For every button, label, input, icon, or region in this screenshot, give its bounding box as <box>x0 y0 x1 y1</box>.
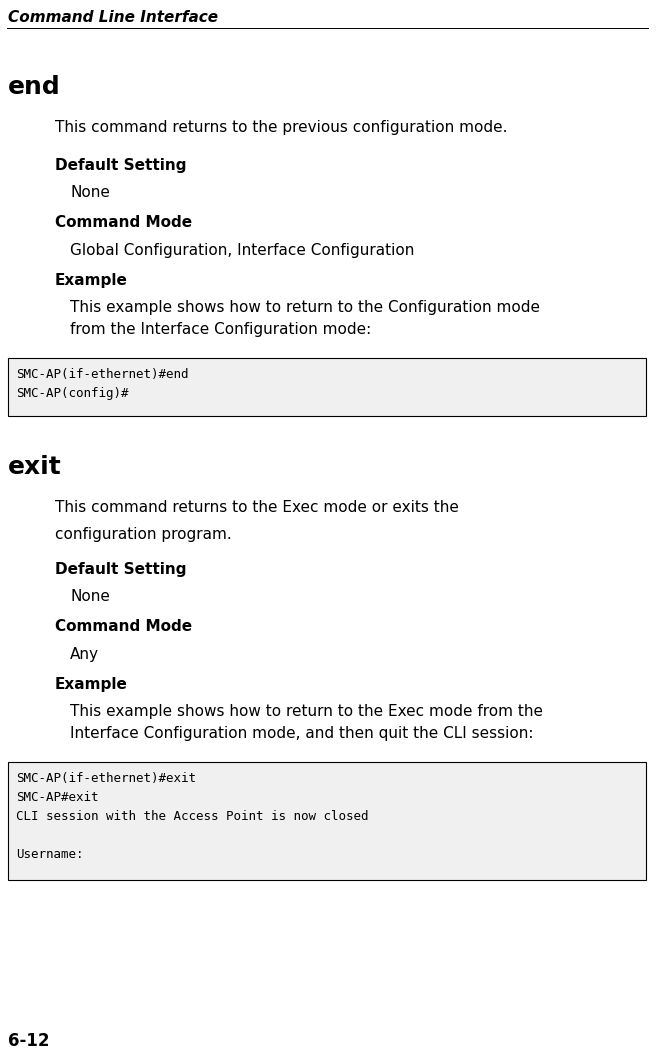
Text: SMC-AP#exit: SMC-AP#exit <box>16 791 99 804</box>
Bar <box>8 762 646 881</box>
Text: SMC-AP(config)#: SMC-AP(config)# <box>16 387 128 400</box>
Text: SMC-AP(if-ethernet)#exit: SMC-AP(if-ethernet)#exit <box>16 772 196 785</box>
Text: configuration program.: configuration program. <box>55 527 232 542</box>
Text: Username:: Username: <box>16 848 84 861</box>
Text: Interface Configuration mode, and then quit the CLI session:: Interface Configuration mode, and then q… <box>70 726 534 741</box>
Text: Command Line Interface: Command Line Interface <box>8 11 218 25</box>
Text: Command Mode: Command Mode <box>55 619 192 634</box>
Text: Default Setting: Default Setting <box>55 562 186 576</box>
Text: Example: Example <box>55 677 128 692</box>
Text: Command Mode: Command Mode <box>55 215 192 230</box>
Text: from the Interface Configuration mode:: from the Interface Configuration mode: <box>70 322 371 337</box>
Text: This example shows how to return to the Configuration mode: This example shows how to return to the … <box>70 300 540 315</box>
Text: This command returns to the Exec mode or exits the: This command returns to the Exec mode or… <box>55 500 459 515</box>
Text: None: None <box>70 185 110 200</box>
Bar <box>8 358 646 416</box>
Text: This command returns to the previous configuration mode.: This command returns to the previous con… <box>55 120 507 135</box>
Text: CLI session with the Access Point is now closed: CLI session with the Access Point is now… <box>16 810 368 823</box>
Text: exit: exit <box>8 456 62 479</box>
Text: end: end <box>8 75 61 99</box>
Text: Example: Example <box>55 274 128 288</box>
Text: Any: Any <box>70 647 99 662</box>
Text: None: None <box>70 589 110 604</box>
Text: Default Setting: Default Setting <box>55 158 186 173</box>
Text: Global Configuration, Interface Configuration: Global Configuration, Interface Configur… <box>70 243 415 258</box>
Text: This example shows how to return to the Exec mode from the: This example shows how to return to the … <box>70 704 543 719</box>
Text: 6-12: 6-12 <box>8 1032 49 1050</box>
Text: SMC-AP(if-ethernet)#end: SMC-AP(if-ethernet)#end <box>16 368 188 381</box>
